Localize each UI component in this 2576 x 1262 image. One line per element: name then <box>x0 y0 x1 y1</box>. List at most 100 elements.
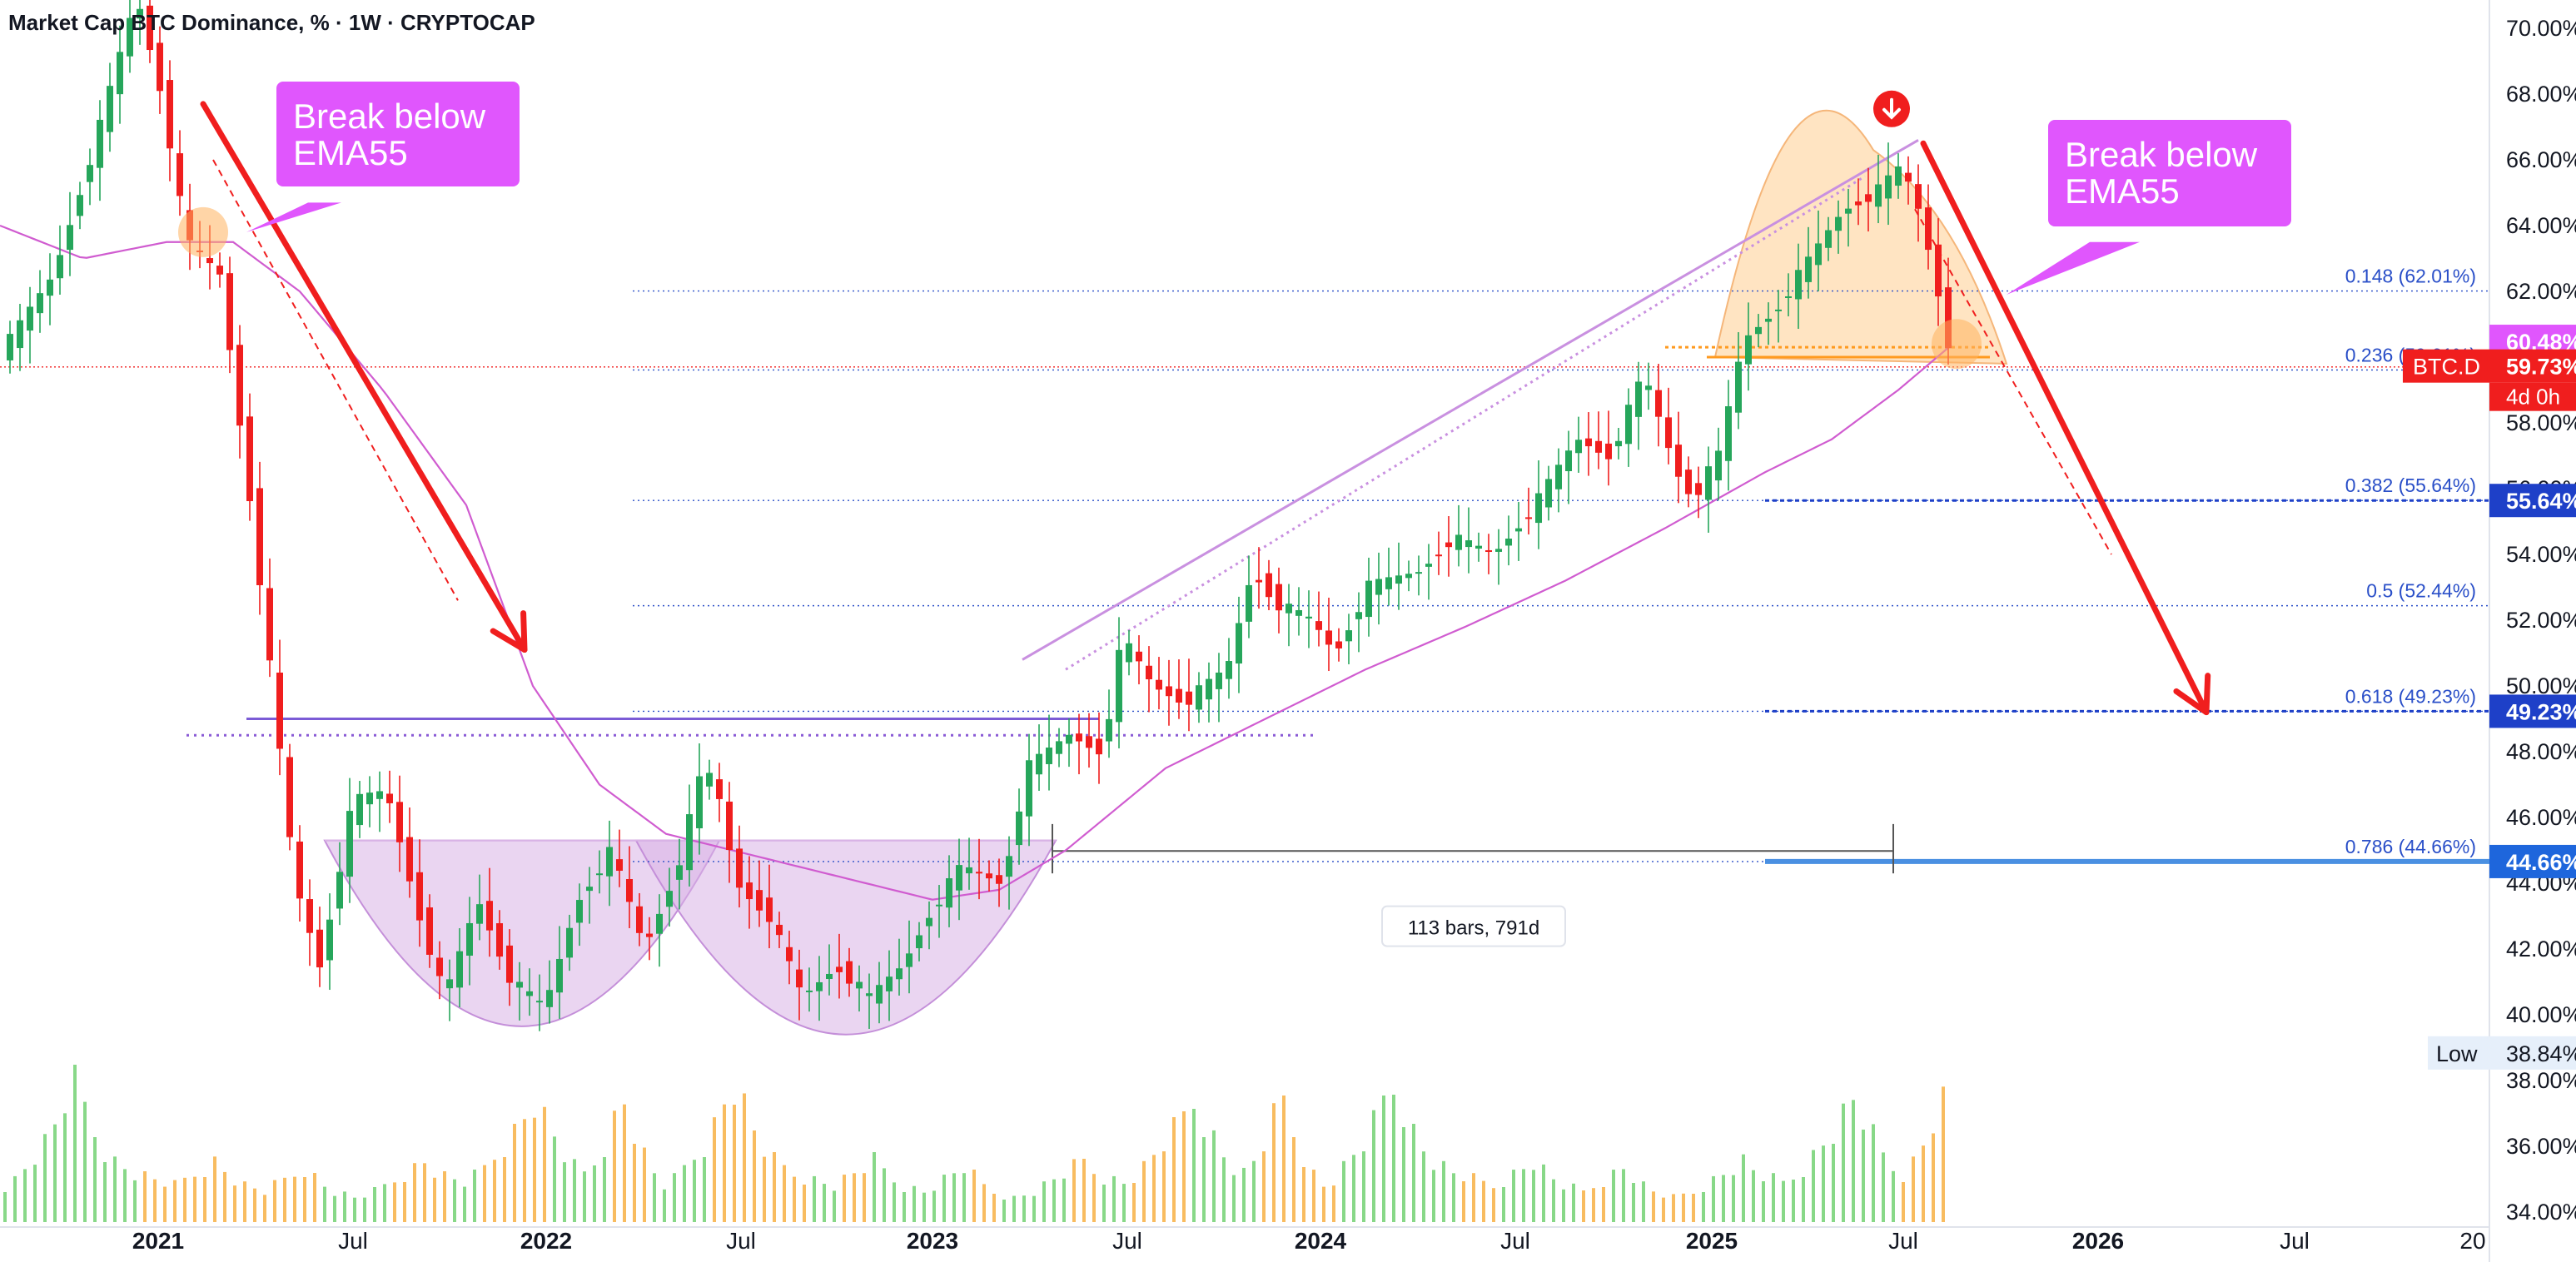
fib-level-label: 0.382 (55.64%) <box>2345 474 2476 496</box>
volume-bar <box>1042 1181 1046 1222</box>
candle-body <box>796 969 803 988</box>
candle-body <box>436 957 443 976</box>
volume-bar <box>293 1176 296 1222</box>
candle-body <box>1605 443 1612 460</box>
candle-body <box>1036 753 1042 775</box>
candle-body <box>1525 517 1532 519</box>
candle-body <box>266 588 273 661</box>
candle-body <box>1206 678 1212 700</box>
volume-bar <box>613 1110 616 1222</box>
candle-body <box>826 973 833 980</box>
volume-bar <box>992 1194 996 1222</box>
volume-bar <box>1902 1182 1905 1222</box>
volume-bar <box>73 1065 77 1222</box>
candle-body <box>1545 479 1552 508</box>
volume-bar <box>63 1113 67 1222</box>
candle-body <box>1086 736 1092 748</box>
volume-bar <box>1012 1195 1016 1222</box>
chart-title: Market Cap BTC Dominance, % · 1W · CRYPT… <box>8 10 535 35</box>
candle-body <box>1256 579 1262 583</box>
candle-body <box>1116 649 1122 723</box>
candle-body <box>1895 166 1902 186</box>
y-axis-tick: 36.00% <box>2506 1134 2576 1159</box>
volume-bar <box>673 1173 676 1222</box>
volume-bar <box>962 1173 966 1222</box>
candle-body <box>1485 549 1492 552</box>
volume-bar <box>1352 1155 1355 1222</box>
candle-body <box>1855 201 1862 206</box>
volume-bar <box>543 1106 546 1222</box>
candle-body <box>1765 318 1772 322</box>
candle-body <box>97 119 103 168</box>
price-tag-label: 49.23% <box>2506 699 2576 724</box>
y-axis-tick: 58.00% <box>2506 410 2576 435</box>
volume-bar <box>853 1173 856 1222</box>
candle-body <box>1106 718 1112 742</box>
y-axis-tick: 38.00% <box>2506 1068 2576 1093</box>
volume-bar <box>243 1181 246 1222</box>
candle-body <box>87 165 93 182</box>
volume-bar <box>1612 1170 1615 1222</box>
y-axis-tick: 70.00% <box>2506 16 2576 41</box>
candle-body <box>1535 493 1542 524</box>
candle-body <box>1066 734 1072 744</box>
x-axis-tick: 2023 <box>907 1228 958 1254</box>
volume-bar <box>193 1176 196 1222</box>
candle-body <box>1445 542 1452 548</box>
candle-body <box>496 923 503 957</box>
candle-body <box>786 946 793 961</box>
candle-body <box>1375 579 1382 595</box>
candle-body <box>306 899 313 933</box>
candle-body <box>77 195 83 216</box>
volume-bar <box>932 1190 936 1222</box>
volume-bar <box>263 1195 266 1222</box>
candle-body <box>906 953 913 967</box>
volume-bar <box>1762 1181 1765 1222</box>
y-axis-tick: 54.00% <box>2506 542 2576 567</box>
volume-bar <box>922 1192 926 1222</box>
volume-bar <box>1092 1174 1096 1222</box>
volume-bar <box>703 1157 706 1222</box>
volume-bar <box>373 1187 376 1222</box>
candle-body <box>1865 194 1872 202</box>
volume-bar <box>1232 1175 1236 1222</box>
candle-body <box>1695 483 1702 495</box>
volume-bar <box>1922 1145 1925 1222</box>
down-arrow-2021-head <box>490 610 528 653</box>
candle-body <box>286 757 293 837</box>
candle-body <box>926 917 932 927</box>
volume-bar <box>643 1147 646 1222</box>
volume-bar <box>563 1162 566 1222</box>
candle-body <box>1725 406 1732 461</box>
volume-bar <box>603 1157 606 1222</box>
volume-bar <box>1272 1103 1276 1222</box>
volume-bar <box>1562 1189 1565 1222</box>
candle-body <box>276 672 283 749</box>
candle-body <box>1046 748 1052 764</box>
volume-bar <box>883 1168 886 1222</box>
volume-bar <box>1312 1170 1315 1222</box>
volume-bar <box>1702 1192 1705 1222</box>
volume-bar <box>323 1186 326 1222</box>
candle-body <box>876 985 883 1004</box>
candle-body <box>816 981 823 991</box>
volume-bar <box>123 1169 127 1222</box>
y-axis-tick: 50.00% <box>2506 673 2576 698</box>
candle-body <box>466 922 473 956</box>
candle-body <box>356 793 363 826</box>
volume-bar <box>1782 1180 1785 1222</box>
candle-body <box>396 802 403 842</box>
fib-level-label: 0.618 (49.23%) <box>2345 685 2476 707</box>
volume-bar <box>1302 1167 1305 1222</box>
price-tag-label: 55.64% <box>2506 489 2576 514</box>
volume-bar <box>683 1165 686 1222</box>
candle-body <box>1815 243 1822 266</box>
candle-body <box>456 951 463 988</box>
candle-body <box>996 875 1002 884</box>
candle-body <box>1156 679 1162 690</box>
candle-body <box>1305 616 1312 619</box>
y-axis-tick: 40.00% <box>2506 1002 2576 1027</box>
volume-bar <box>903 1192 906 1222</box>
x-axis-tick: 2026 <box>2072 1228 2124 1254</box>
